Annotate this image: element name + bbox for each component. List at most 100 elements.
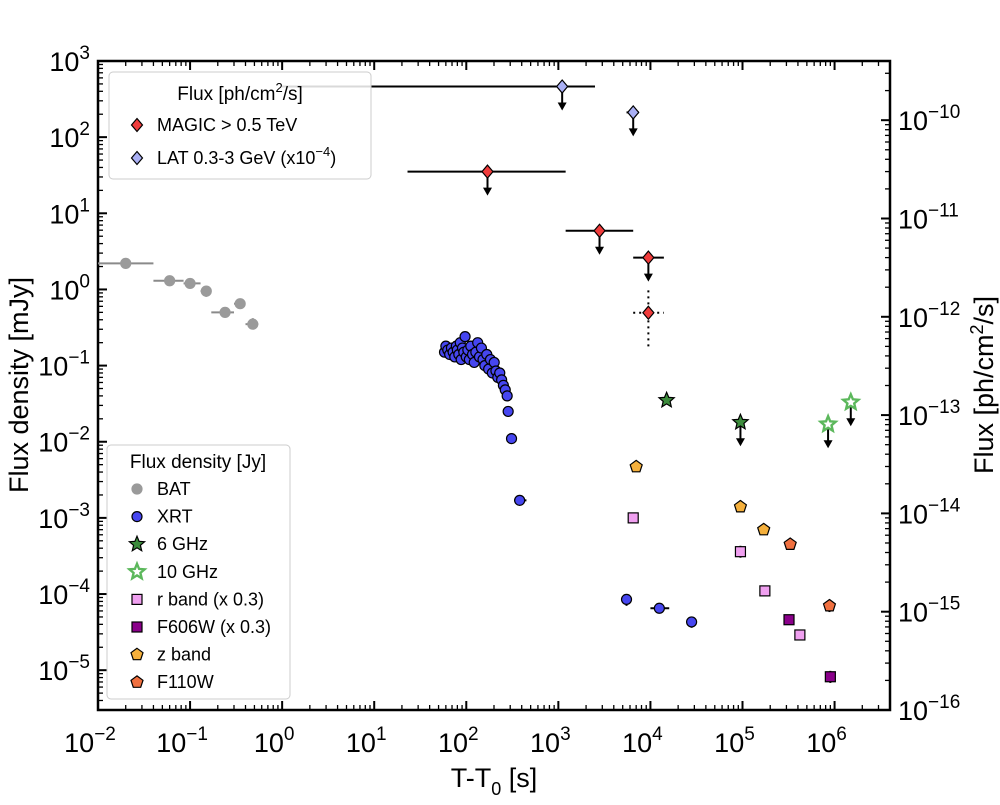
upper-limit-arrow-head [735, 438, 745, 447]
legend-density: Flux density [Jy] BAT XRT 6 GHz 10 GHz r band… [106, 444, 291, 700]
y2-tick-label: 10−14 [898, 495, 961, 529]
legend-marker [130, 117, 144, 133]
data-point [731, 412, 750, 431]
data-point [459, 331, 471, 343]
data-point [653, 602, 665, 614]
data-point [734, 546, 747, 558]
legend-marker [131, 483, 143, 495]
y2-tick-label: 10−13 [898, 397, 960, 431]
legend-label: 10 GHz [157, 562, 218, 582]
series-10-ghz [817, 391, 862, 449]
y-tick-label: 101 [49, 195, 90, 229]
upper-limit-arrow-head [628, 128, 638, 137]
legend-label: F110W [157, 672, 214, 692]
y-tick-label: 10−1 [38, 348, 90, 382]
data-point [234, 298, 246, 310]
data-point [120, 257, 132, 269]
legend-label: XRT [157, 507, 193, 527]
data-point [626, 104, 640, 120]
x-tick-label: 104 [622, 724, 663, 758]
data-point [822, 598, 837, 612]
legend-label: LAT 0.3-3 GeV (x10−4) [157, 144, 336, 168]
data-point [481, 164, 494, 180]
y2-tick-label: 10−15 [898, 594, 960, 628]
y2-tick-label: 10−16 [898, 692, 960, 726]
series-bat [98, 257, 259, 330]
x-tick-label: 106 [806, 724, 847, 758]
data-point [514, 494, 526, 506]
series-magic-0-5-tev [407, 164, 664, 347]
series-r-band-x-0-3 [627, 512, 806, 641]
legend-label: F606W (x 0.3) [157, 617, 271, 637]
data-point [247, 318, 259, 330]
x-tick-label: 100 [254, 724, 295, 758]
y-tick-label: 10−5 [38, 652, 90, 686]
data-point [783, 537, 797, 551]
legend-marker [131, 593, 143, 606]
legend-marker [127, 534, 147, 552]
data-point [627, 512, 639, 524]
y-tick-label: 10−4 [38, 576, 90, 610]
data-point [200, 285, 212, 297]
series-f110w [783, 537, 837, 613]
data-point [629, 459, 643, 473]
y-tick-label: 100 [49, 271, 90, 305]
data-point [642, 250, 655, 266]
legends: Flux [ph/cm2/s] MAGIC > 0.5 TeV LAT 0.3-3 … [106, 71, 372, 700]
x-tick-label: 10−2 [64, 724, 116, 758]
series-xrt [438, 331, 698, 628]
legend-marker [131, 510, 143, 523]
axis-titles: T-T0 [s] Flux density [mJy] Flux [ph/cm2/s… [4, 277, 999, 799]
series-z-band [629, 459, 771, 536]
legend-label: BAT [157, 479, 191, 499]
data-point [794, 629, 806, 641]
data-point [184, 277, 196, 290]
legend-label: r band (x 0.3) [157, 589, 264, 609]
data-point [824, 671, 836, 683]
data-point [502, 405, 514, 418]
axis-ticks: 10−2 10−1 100 101 102 103 104 105 106 10−5 10−4 10−… [38, 43, 960, 758]
data-point [505, 432, 518, 445]
legend-label: 6 GHz [157, 534, 208, 554]
data-point [593, 223, 606, 239]
y-tick-label: 102 [49, 119, 90, 153]
legend-flux-title: Flux [ph/cm2/s] [177, 80, 303, 105]
x-tick-label: 105 [714, 724, 755, 758]
series-f606w-x-0-3 [783, 614, 836, 683]
legend-marker [130, 150, 144, 166]
y2-axis-title: Flux [ph/cm2/s] [967, 296, 999, 474]
data-point [164, 275, 176, 287]
legend-label: z band [157, 645, 211, 665]
data-point [501, 390, 513, 402]
upper-limit-arrow-head [643, 273, 653, 282]
data-point [219, 306, 231, 318]
x-tick-label: 101 [346, 724, 387, 758]
x-tick-label: 102 [438, 724, 479, 758]
x-tick-label: 103 [530, 724, 571, 758]
y-tick-label: 10−2 [38, 424, 90, 458]
upper-limit-arrow-head [557, 102, 567, 111]
data-point [759, 585, 771, 597]
data-point [685, 616, 698, 628]
legend-flux-box [108, 71, 372, 180]
y-axis-title: Flux density [mJy] [4, 277, 34, 493]
x-axis-title: T-T0 [s] [451, 763, 538, 799]
y2-tick-label: 10−12 [898, 299, 960, 333]
legend-marker [131, 621, 143, 633]
data-marks [98, 79, 862, 683]
data-point [642, 305, 655, 321]
upper-limit-arrow-head [595, 246, 605, 255]
data-point [840, 391, 862, 412]
legend-marker [126, 560, 148, 581]
legend-density-title: Flux density [Jy] [130, 452, 266, 473]
y2-tick-label: 10−11 [898, 200, 959, 234]
y2-tick-label: 10−10 [898, 102, 960, 136]
data-point [555, 79, 569, 94]
data-point [783, 614, 795, 626]
data-point [620, 593, 633, 606]
legend-density-box [106, 444, 291, 700]
data-point [756, 522, 771, 536]
y-tick-label: 10−3 [38, 500, 90, 534]
